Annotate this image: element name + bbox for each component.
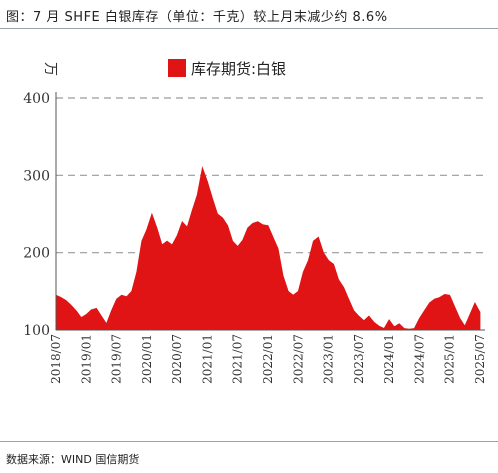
title-divider [0, 28, 498, 29]
y-axis-unit-label: 万 [42, 62, 58, 76]
chart-title: 图：7 月 SHFE 白银库存（单位：千克）较上月末减少约 8.6% [6, 10, 388, 25]
x-tick-label: 2025/01 [443, 334, 457, 384]
x-tick-label: 2018/07 [49, 334, 63, 384]
legend-swatch [168, 59, 186, 77]
grid-lines [56, 97, 485, 254]
x-tick-label: 2020/01 [140, 334, 154, 384]
data-source: 数据来源：WIND 国信期货 [6, 453, 140, 466]
y-tick-labels: 100 200 300 400 [23, 91, 50, 339]
x-tick-label: 2019/07 [110, 334, 124, 384]
x-tick-label: 2024/01 [382, 334, 396, 384]
x-tick-label: 2021/01 [200, 334, 214, 384]
y-tick-label: 100 [23, 323, 50, 339]
axes [55, 92, 485, 331]
x-tick-label: 2022/01 [261, 334, 275, 384]
y-tick-label: 300 [23, 168, 50, 184]
series-area-layer [55, 166, 481, 331]
x-tick-label: 2024/07 [412, 334, 426, 384]
stock-area-chart: 100 200 300 400 2018/07 2019/01 2019/07 2020/0… [23, 59, 487, 384]
x-tick-label: 2022/07 [291, 334, 305, 384]
x-tick-label: 2023/07 [352, 334, 366, 384]
y-tick-label: 400 [23, 91, 50, 107]
x-tick-label: 2025/07 [473, 334, 487, 384]
source-divider [0, 441, 498, 442]
legend-label: 库存期货:白银 [191, 60, 286, 78]
series-area-silver-inventory [55, 166, 481, 331]
x-tick-label: 2019/01 [79, 334, 93, 384]
y-tick-label: 200 [23, 246, 50, 262]
x-tick-label: 2023/01 [322, 334, 336, 384]
legend: 库存期货:白银 [168, 59, 286, 78]
x-tick-labels: 2018/07 2019/01 2019/07 2020/01 2020/07 2021/… [49, 334, 487, 384]
x-tick-label: 2021/07 [231, 334, 245, 384]
x-tick-label: 2020/07 [170, 334, 184, 384]
